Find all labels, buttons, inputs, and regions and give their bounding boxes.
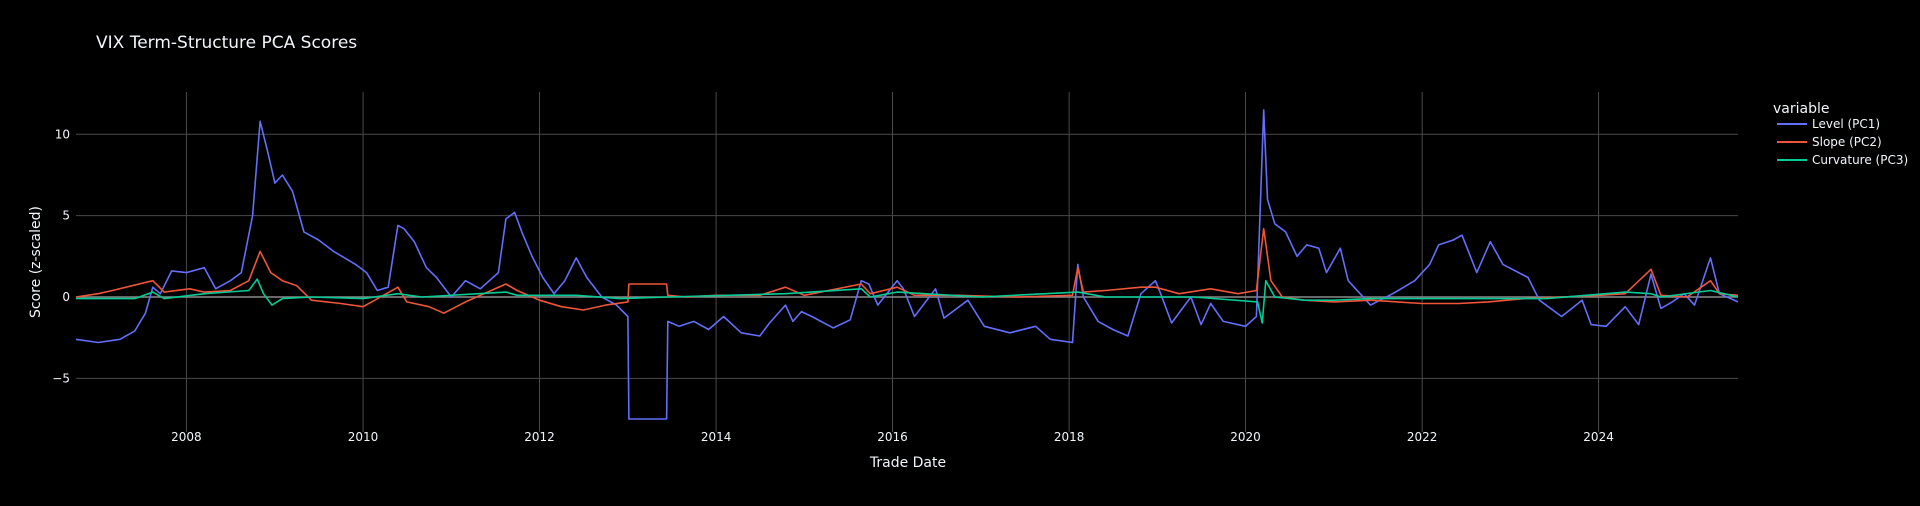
x-tick-label-2018: 2018 [1054, 430, 1085, 444]
x-axis-title: Trade Date [869, 455, 946, 471]
x-tick-label-2008: 2008 [171, 430, 202, 444]
x-tick-label-2014: 2014 [701, 430, 732, 444]
series-line-2[interactable] [76, 278, 1739, 324]
x-tick-label-2012: 2012 [524, 430, 555, 444]
legend-item-0[interactable]: Level (PC1) [1777, 117, 1880, 131]
legend-item-2[interactable]: Curvature (PC3) [1777, 153, 1908, 167]
ticks-layer: 2008 2010 2012 2014 2016 2018 2020 2022 2024 −5 0 5… [52, 127, 1614, 444]
legend[interactable]: variable Level (PC1) Slope (PC2) Curvature… [1773, 101, 1908, 167]
series-line-1[interactable] [75, 227, 1739, 315]
x-tick-label-2024: 2024 [1583, 430, 1614, 444]
y-axis-title: Score (z-scaled) [28, 206, 44, 318]
legend-label-1: Slope (PC2) [1812, 135, 1882, 149]
y-tick-label-3: 10 [55, 127, 70, 141]
chart-title: VIX Term-Structure PCA Scores [96, 33, 357, 53]
legend-label-2: Curvature (PC3) [1812, 153, 1908, 167]
grid-layer [76, 92, 1738, 432]
x-tick-label-2010: 2010 [348, 430, 379, 444]
x-tick-label-2022: 2022 [1407, 430, 1438, 444]
series-layer [75, 109, 1739, 420]
y-tick-label-0: −5 [52, 371, 70, 385]
series-line-0[interactable] [75, 109, 1739, 420]
legend-item-1[interactable]: Slope (PC2) [1777, 135, 1882, 149]
y-tick-label-2: 5 [62, 209, 70, 223]
x-tick-label-2016: 2016 [877, 430, 908, 444]
legend-title: variable [1773, 101, 1829, 117]
y-tick-label-1: 0 [62, 290, 70, 304]
x-tick-label-2020: 2020 [1230, 430, 1261, 444]
legend-label-0: Level (PC1) [1812, 117, 1880, 131]
